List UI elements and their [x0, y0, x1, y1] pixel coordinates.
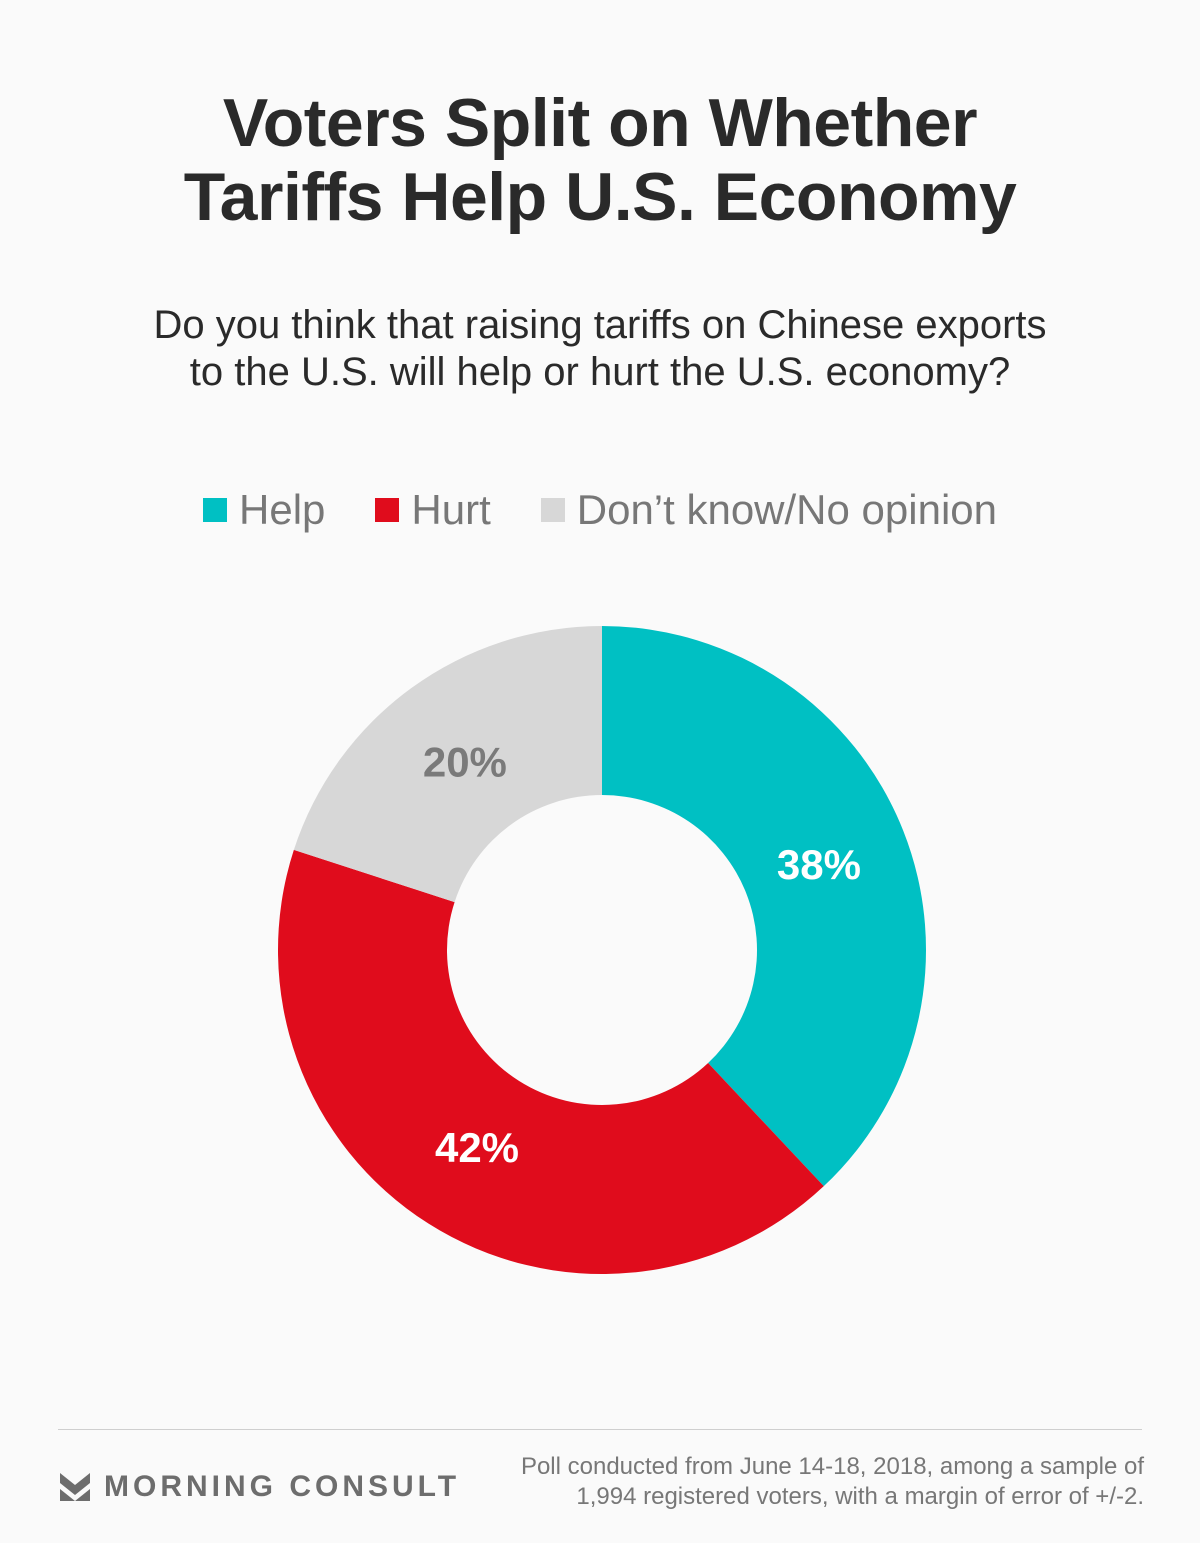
subtitle-line-2: to the U.S. will help or hurt the U.S. e…: [189, 350, 1011, 394]
title-line-2: Tariffs Help U.S. Economy: [183, 159, 1017, 235]
legend: Help Hurt Don’t know/No opinion: [0, 486, 1200, 534]
donut-chart: 38% 42% 20%: [278, 626, 927, 1274]
brand-name: MORNING CONSULT: [104, 1470, 461, 1503]
legend-item-dont-know: Don’t know/No opinion: [540, 486, 997, 534]
slice-help: [602, 626, 927, 1187]
chart-title: Voters Split on Whether Tariffs Help U.S…: [0, 86, 1200, 234]
note-line-1: Poll conducted from June 14-18, 2018, am…: [520, 1453, 1144, 1480]
data-label-dont-know: 20%: [423, 738, 507, 785]
legend-swatch-help: [203, 498, 227, 522]
slice-dont-know: [293, 626, 602, 903]
morning-consult-logo-icon: [60, 1473, 90, 1501]
slice-hurt: [278, 849, 824, 1274]
footer-divider: [58, 1429, 1142, 1430]
chart-subtitle: Do you think that raising tariffs on Chi…: [0, 302, 1200, 396]
brand-logo: MORNING CONSULT: [60, 1470, 460, 1504]
legend-item-hurt: Hurt: [375, 486, 491, 534]
legend-label-help: Help: [239, 486, 326, 533]
legend-swatch-dont-know: [540, 498, 565, 522]
subtitle-line-1: Do you think that raising tariffs on Chi…: [153, 303, 1047, 347]
data-label-help: 38%: [777, 841, 861, 888]
legend-swatch-hurt: [375, 498, 400, 522]
legend-item-help: Help: [203, 486, 325, 534]
title-line-1: Voters Split on Whether: [222, 85, 978, 161]
methodology-note: Poll conducted from June 14-18, 2018, am…: [521, 1452, 1144, 1512]
data-label-hurt: 42%: [435, 1124, 519, 1171]
legend-label-dont-know: Don’t know/No opinion: [576, 486, 997, 533]
legend-label-hurt: Hurt: [411, 486, 491, 533]
note-line-2: 1,994 registered voters, with a margin o…: [576, 1483, 1144, 1510]
